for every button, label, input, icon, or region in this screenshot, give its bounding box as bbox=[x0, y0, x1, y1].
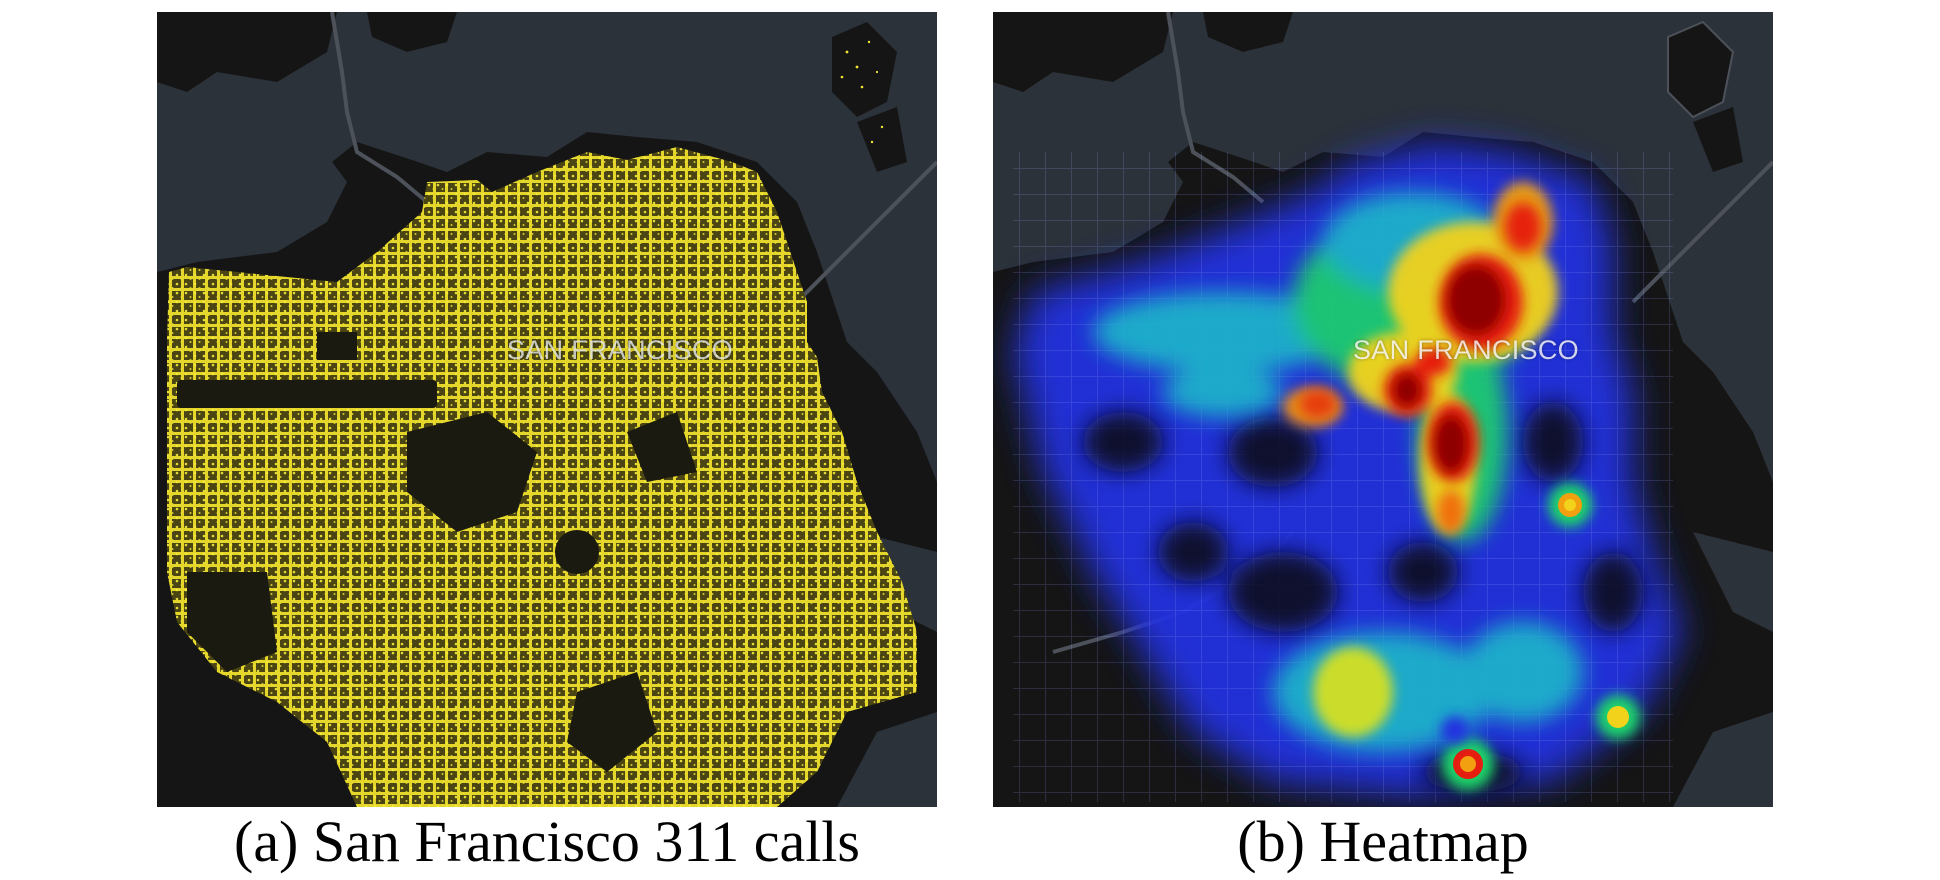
park-buena-vista bbox=[627, 412, 697, 482]
park-glen bbox=[555, 530, 599, 574]
park-mclaren bbox=[567, 672, 657, 772]
map-city-label: SAN FRANCISCO bbox=[507, 335, 733, 365]
land-marin bbox=[993, 12, 1173, 92]
water-inlet bbox=[1693, 532, 1773, 632]
land-marin bbox=[157, 12, 337, 92]
caption-heatmap: (b) Heatmap bbox=[1237, 809, 1529, 874]
map-canvas-heatmap bbox=[993, 12, 1773, 807]
map-panel-heatmap[interactable]: SAN FRANCISCO bbox=[993, 12, 1773, 807]
park-golden-gate bbox=[177, 380, 437, 408]
isolated-hotspots bbox=[1441, 483, 1640, 790]
park-lake-merced bbox=[187, 572, 277, 672]
map-city-label: SAN FRANCISCO bbox=[1353, 335, 1579, 365]
map-panel-311-calls[interactable]: SAN FRANCISCO bbox=[157, 12, 937, 807]
caption-311-calls: (a) San Francisco 311 calls bbox=[234, 809, 860, 874]
land-island-small bbox=[857, 107, 907, 172]
land-island bbox=[832, 22, 897, 117]
island-points bbox=[840, 40, 884, 144]
heatmap-layer bbox=[1013, 142, 1683, 802]
land-island bbox=[1667, 20, 1735, 119]
land-marin-east bbox=[1203, 12, 1293, 52]
park-twin-peaks bbox=[407, 412, 537, 532]
park-presidio-block bbox=[317, 332, 357, 360]
land-island-small bbox=[1693, 107, 1743, 172]
map-canvas-points bbox=[157, 12, 937, 807]
land-marin-east bbox=[367, 12, 457, 52]
